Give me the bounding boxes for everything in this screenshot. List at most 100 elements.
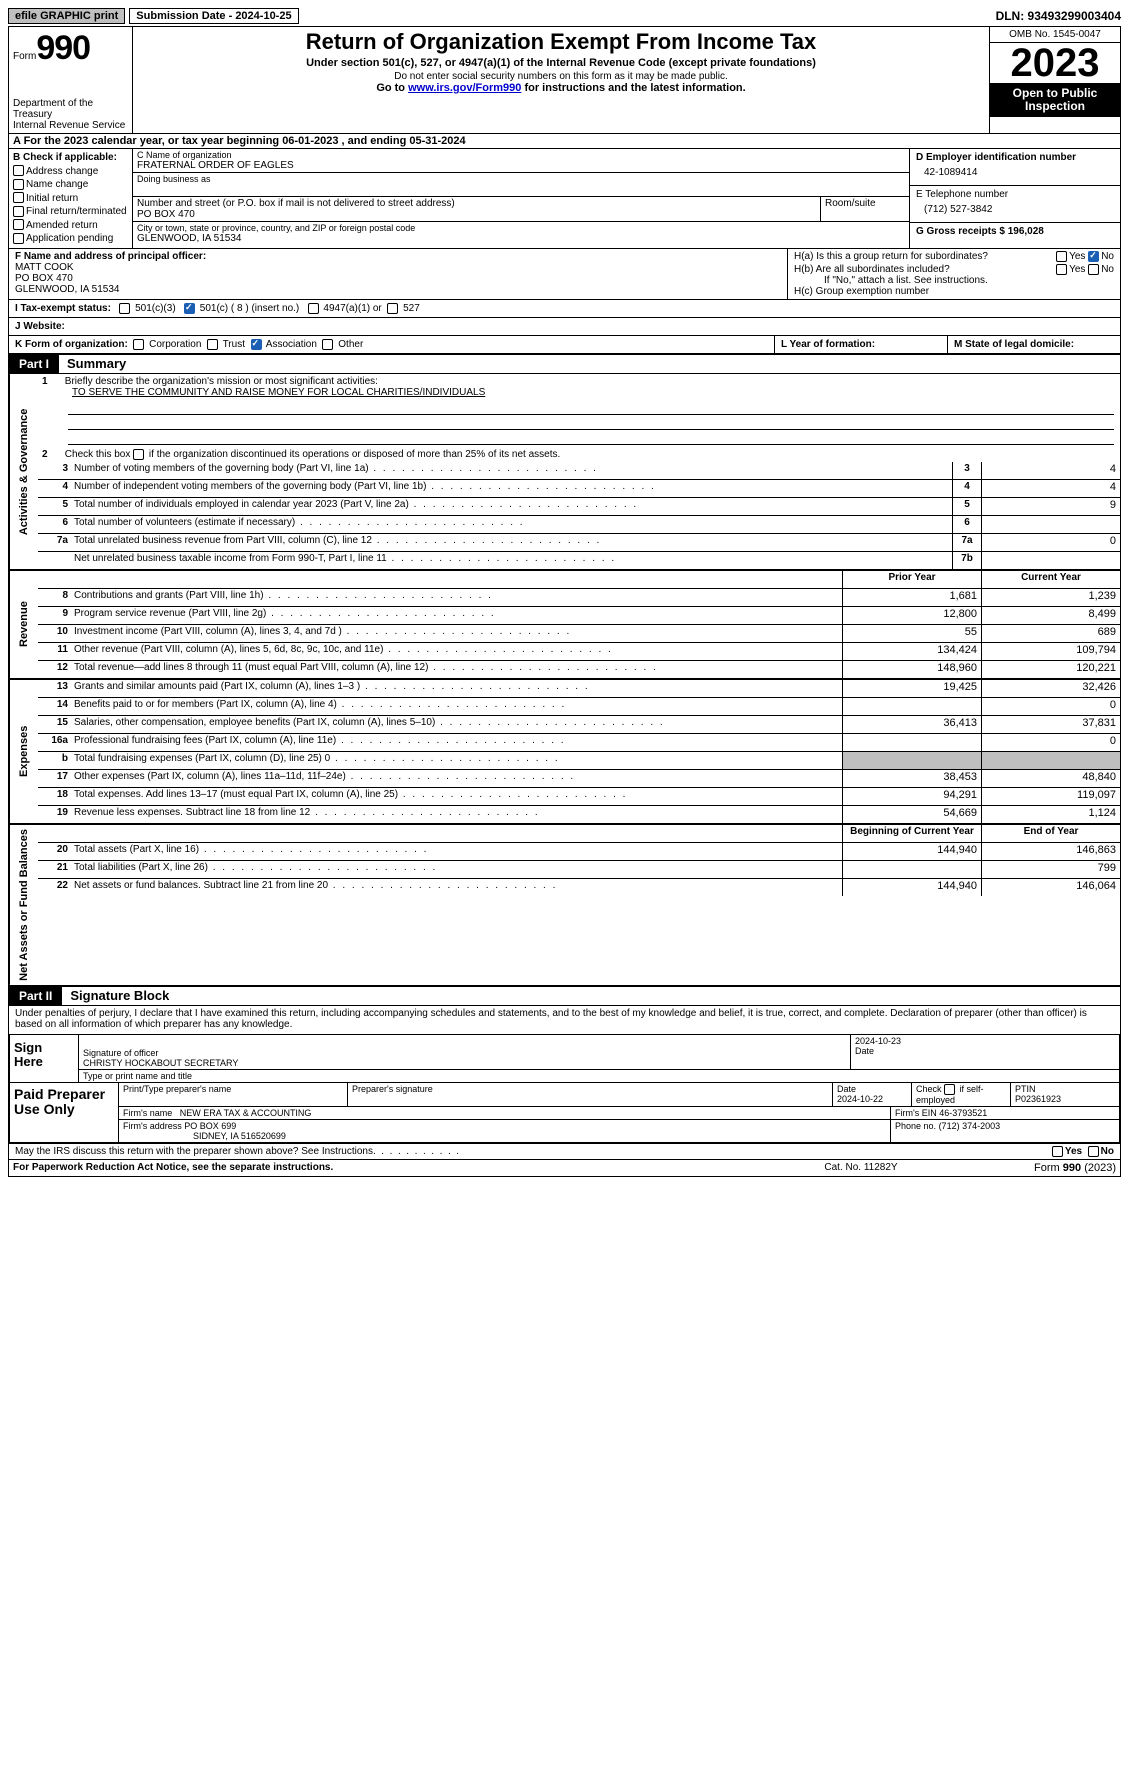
- hb-no[interactable]: [1088, 264, 1099, 275]
- summary-row: 18Total expenses. Add lines 13–17 (must …: [38, 788, 1120, 806]
- phone-label: E Telephone number: [916, 189, 1114, 200]
- ein-value: 42-1089414: [916, 163, 1114, 182]
- header-right: OMB No. 1545-0047 2023 Open to Public In…: [989, 27, 1120, 133]
- checkbox-name-change[interactable]: [13, 179, 24, 190]
- line2-text: Check this box if the organization disco…: [65, 449, 561, 460]
- form-label: Form: [13, 51, 36, 62]
- firm-addr2: SIDNEY, IA 516520699: [123, 1131, 286, 1141]
- head-end: End of Year: [981, 825, 1120, 842]
- cb-trust[interactable]: [207, 339, 218, 350]
- officer-addr1: PO BOX 470: [15, 273, 781, 284]
- sig-officer-label: Signature of officer: [83, 1048, 846, 1058]
- firm-phone: (712) 374-2003: [939, 1121, 1001, 1131]
- link-pre: Go to: [376, 82, 408, 94]
- sig-date-val: 2024-10-23: [855, 1036, 1115, 1046]
- cb-501c[interactable]: [184, 303, 195, 314]
- footer-paperwork: For Paperwork Reduction Act Notice, see …: [13, 1162, 786, 1174]
- row-i-label: I Tax-exempt status:: [15, 303, 111, 314]
- hb-yes[interactable]: [1056, 264, 1067, 275]
- officer-name: MATT COOK: [15, 262, 781, 273]
- summary-row: 4Number of independent voting members of…: [38, 480, 1120, 498]
- sig-date-label: Date: [855, 1046, 1115, 1056]
- prep-name-label: Print/Type preparer's name: [119, 1083, 348, 1106]
- type-name-label: Type or print name and title: [79, 1070, 1119, 1082]
- checkbox-address-change[interactable]: [13, 165, 24, 176]
- link-post: for instructions and the latest informat…: [521, 82, 745, 94]
- mission-text: TO SERVE THE COMMUNITY AND RAISE MONEY F…: [42, 387, 485, 398]
- summary-row: 10Investment income (Part VIII, column (…: [38, 625, 1120, 643]
- irs-link[interactable]: www.irs.gov/Form990: [408, 82, 521, 94]
- part2-title: Signature Block: [62, 988, 169, 1003]
- sign-here-label: Sign Here: [10, 1035, 79, 1082]
- checkbox-initial-return[interactable]: [13, 192, 24, 203]
- top-bar: efile GRAPHIC print Submission Date - 20…: [8, 8, 1121, 24]
- summary-row: Net unrelated business taxable income fr…: [38, 552, 1120, 569]
- gross-receipts: G Gross receipts $ 196,028: [916, 226, 1114, 237]
- col-f-officer: F Name and address of principal officer:…: [9, 249, 787, 299]
- form-subtitle: Under section 501(c), 527, or 4947(a)(1)…: [139, 57, 983, 69]
- col-h-group: H(a) Is this a group return for subordin…: [787, 249, 1120, 299]
- discuss-question: May the IRS discuss this return with the…: [15, 1146, 1052, 1157]
- cb-other[interactable]: [322, 339, 333, 350]
- summary-row: 13Grants and similar amounts paid (Part …: [38, 680, 1120, 698]
- cb-527[interactable]: [387, 303, 398, 314]
- discuss-no[interactable]: [1088, 1146, 1099, 1157]
- row-a-tax-year: A For the 2023 calendar year, or tax yea…: [9, 134, 1120, 149]
- row-k-label: K Form of organization:: [15, 339, 128, 350]
- summary-row: 16aProfessional fundraising fees (Part I…: [38, 734, 1120, 752]
- ptin-value: P02361923: [1015, 1094, 1061, 1104]
- org-name-label: C Name of organization: [137, 150, 905, 160]
- submission-date: Submission Date - 2024-10-25: [129, 8, 298, 24]
- dept-treasury: Department of the Treasury Internal Reve…: [13, 98, 128, 131]
- tax-year: 2023: [990, 43, 1120, 83]
- head-current: Current Year: [981, 571, 1120, 588]
- summary-row: 6Total number of volunteers (estimate if…: [38, 516, 1120, 534]
- firm-name: NEW ERA TAX & ACCOUNTING: [180, 1108, 312, 1118]
- header-left: Form990 Department of the Treasury Inter…: [9, 27, 133, 133]
- phone-value: (712) 527-3842: [916, 200, 1114, 219]
- discuss-yes[interactable]: [1052, 1146, 1063, 1157]
- efile-button[interactable]: efile GRAPHIC print: [8, 8, 125, 24]
- col-de: D Employer identification number 42-1089…: [909, 149, 1120, 248]
- head-prior: Prior Year: [842, 571, 981, 588]
- vtab-expenses: Expenses: [9, 680, 38, 823]
- ein-label: D Employer identification number: [916, 152, 1114, 163]
- summary-row: 15Salaries, other compensation, employee…: [38, 716, 1120, 734]
- footer-form: Form 990 (2023): [936, 1162, 1116, 1174]
- header-center: Return of Organization Exempt From Incom…: [133, 27, 989, 133]
- org-name: FRATERNAL ORDER OF EAGLES: [137, 160, 905, 171]
- cb-501c3[interactable]: [119, 303, 130, 314]
- ha-no[interactable]: [1088, 251, 1099, 262]
- checkbox-final-return[interactable]: [13, 206, 24, 217]
- part1-header: Part I: [9, 355, 59, 373]
- dln: DLN: 93493299003404: [996, 9, 1121, 23]
- vtab-revenue: Revenue: [9, 571, 38, 678]
- summary-row: 9Program service revenue (Part VIII, lin…: [38, 607, 1120, 625]
- hc-label: H(c) Group exemption number: [794, 286, 1114, 297]
- cb-4947[interactable]: [308, 303, 319, 314]
- checkbox-app-pending[interactable]: [13, 233, 24, 244]
- sig-officer-name: CHRISTY HOCKABOUT SECRETARY: [83, 1058, 846, 1068]
- summary-row: 12Total revenue—add lines 8 through 11 (…: [38, 661, 1120, 678]
- footer-cat: Cat. No. 11282Y: [786, 1162, 936, 1174]
- cb-self-employed[interactable]: [944, 1084, 955, 1095]
- open-public: Open to Public Inspection: [990, 83, 1120, 117]
- hb-label: H(b) Are all subordinates included?: [794, 264, 1056, 275]
- part1-title: Summary: [59, 356, 126, 371]
- form-number: 990: [36, 29, 90, 67]
- form-990: Form990 Department of the Treasury Inter…: [8, 26, 1121, 1177]
- hb-note: If "No," attach a list. See instructions…: [794, 275, 1114, 286]
- summary-row: 3Number of voting members of the governi…: [38, 462, 1120, 480]
- cb-discontinued[interactable]: [133, 449, 144, 460]
- summary-row: bTotal fundraising expenses (Part IX, co…: [38, 752, 1120, 770]
- firm-ein: 46-3793521: [939, 1108, 987, 1118]
- ha-yes[interactable]: [1056, 251, 1067, 262]
- year-formation: L Year of formation:: [774, 336, 947, 353]
- cb-corp[interactable]: [133, 339, 144, 350]
- cb-assoc[interactable]: [251, 339, 262, 350]
- officer-label: F Name and address of principal officer:: [15, 251, 781, 262]
- summary-row: 5Total number of individuals employed in…: [38, 498, 1120, 516]
- checkbox-amended[interactable]: [13, 219, 24, 230]
- city-value: GLENWOOD, IA 51534: [137, 233, 905, 244]
- summary-row: 22Net assets or fund balances. Subtract …: [38, 879, 1120, 896]
